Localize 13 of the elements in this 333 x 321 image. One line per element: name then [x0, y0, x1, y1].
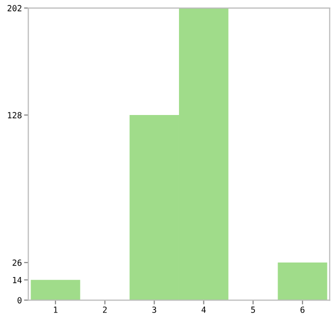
y-tick-label: 0 — [18, 297, 22, 304]
y-tick-label: 128 — [8, 112, 22, 118]
x-tick-label: 3 — [152, 306, 156, 313]
x-tick-label: 6 — [300, 306, 304, 313]
y-tick-label: 14 — [13, 277, 22, 284]
y-tick-label: 202 — [8, 5, 22, 12]
x-tick-label: 1 — [54, 306, 58, 313]
x-tick-label: 4 — [202, 306, 206, 313]
bar — [30, 280, 80, 300]
y-tick-label: 26 — [12, 260, 22, 266]
x-tick-label: 2 — [102, 306, 107, 313]
x-tick-label: 5 — [251, 306, 255, 313]
bar — [278, 262, 328, 300]
